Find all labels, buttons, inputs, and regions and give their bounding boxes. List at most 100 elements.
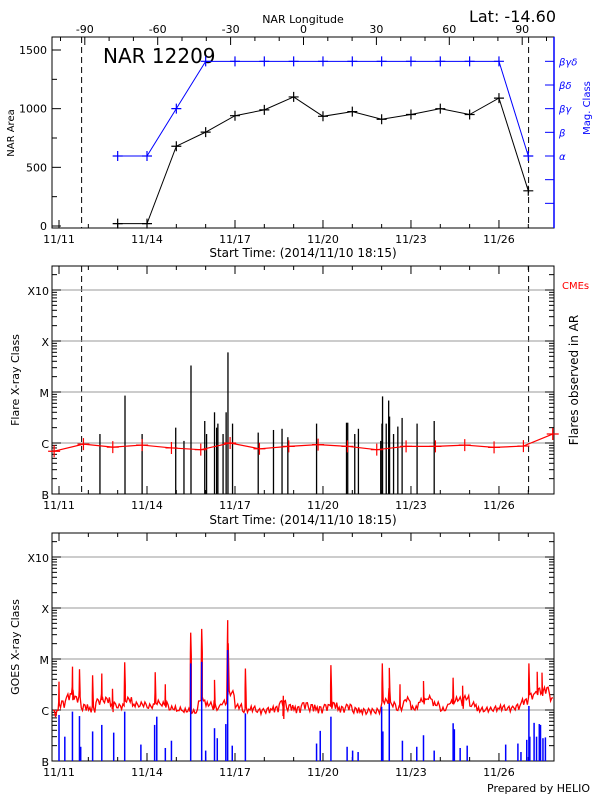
nar-area-point [405, 109, 416, 120]
mag-class-point [112, 151, 123, 161]
latitude-label: Lat: -14.60 [469, 7, 556, 26]
cme-point [106, 441, 119, 454]
mag-class-point [259, 56, 270, 67]
mag-class-tick-label: α [559, 152, 566, 163]
mag-class-point [493, 56, 504, 67]
cme-point [77, 438, 90, 451]
nar-area-point [142, 218, 152, 229]
nar-area-point [493, 93, 504, 104]
nar-area-point [112, 218, 123, 229]
cme-point [400, 440, 413, 453]
y-tick-label: B [41, 756, 49, 769]
goes-long-channel-line [53, 620, 554, 720]
nar-area-point [259, 104, 270, 115]
mag-class-tick-label: βγδ [558, 57, 577, 68]
y-tick-label: X10 [27, 285, 49, 298]
y-tick-label: X10 [27, 552, 49, 565]
x-tick-label: 11/11 [43, 499, 75, 512]
longitude-tick-label: -90 [76, 23, 94, 36]
cme-point [224, 437, 237, 449]
x-tick-label: 11/14 [131, 766, 163, 779]
y-tick-label: X [41, 336, 49, 349]
x-tick-label: 11/14 [131, 233, 163, 246]
mag-class-point [464, 56, 475, 67]
mag-class-point [229, 56, 240, 67]
x-tick-label: 11/23 [395, 766, 427, 779]
x-tick-label: 11/20 [307, 499, 339, 512]
longitude-tick-label: 0 [300, 23, 307, 36]
cme-point [458, 439, 471, 452]
y-tick-label: 500 [26, 161, 47, 174]
cme-point [48, 445, 61, 458]
mag-class-tick-label: β [558, 128, 566, 139]
longitude-tick-label: 90 [515, 23, 529, 36]
x-tick-label: 11/26 [483, 766, 515, 779]
cme-point [517, 440, 530, 453]
cme-point [282, 440, 295, 453]
mag-class-point [317, 56, 328, 67]
nar-area-point [376, 114, 387, 125]
cme-point [341, 440, 354, 453]
mag-class-point [171, 103, 182, 114]
x-tick-label: 11/26 [483, 233, 515, 246]
cme-point [312, 438, 325, 451]
nar-area-point [347, 106, 358, 117]
region-title: NAR 12209 [103, 44, 216, 68]
cme-point [194, 443, 207, 456]
nar-area-point [171, 141, 182, 152]
cme-point [488, 441, 501, 454]
y-tick-label: C [41, 705, 49, 718]
nar-area-point [464, 109, 475, 120]
mag-class-point [376, 56, 387, 67]
y-tick-label: C [41, 438, 49, 451]
x-tick-label: 11/20 [307, 766, 339, 779]
mag-class-tick-label: βδ [558, 81, 572, 92]
mag-class-point [435, 56, 446, 67]
cme-point [429, 440, 442, 453]
mag-class-point [523, 151, 534, 161]
cme-point [136, 439, 149, 452]
y-tick-label: X [41, 603, 49, 616]
longitude-tick-label: 30 [369, 23, 383, 36]
nar-area-point [229, 110, 240, 121]
panel2-y2label: Flares observed in AR [567, 315, 581, 445]
y-tick-label: 0 [40, 220, 47, 233]
credit-label: Prepared by HELIO [487, 782, 590, 795]
top-axis-title: NAR Longitude [262, 13, 344, 26]
y-tick-label: M [40, 654, 50, 667]
cme-legend-label: CMEs [562, 281, 589, 292]
y-tick-label: 1500 [19, 44, 47, 57]
panel3-frame [51, 532, 555, 762]
nar-area-point [317, 111, 328, 122]
mag-class-tick-label: βγ [558, 105, 572, 116]
nar-area-point [200, 127, 211, 138]
mag-class-point [142, 151, 152, 161]
x-tick-label: 11/14 [131, 499, 163, 512]
mag-class-point [288, 56, 299, 67]
nar-area-point [523, 185, 534, 196]
y-tick-label: M [40, 387, 50, 400]
nar-area-point [288, 91, 299, 102]
x-tick-label: 11/17 [219, 233, 251, 246]
cme-point [546, 428, 559, 441]
cme-point [370, 443, 383, 456]
x-tick-label: 11/17 [219, 766, 251, 779]
mag-class-point [405, 56, 416, 67]
longitude-tick-label: 60 [442, 23, 456, 36]
nar-area-point [435, 103, 446, 114]
panel2-frame [51, 265, 555, 495]
cme-point [165, 441, 178, 454]
panel3-ylabel: GOES X-ray Class [9, 599, 22, 695]
panel2-xlabel: Start Time: (2014/11/10 18:15) [209, 513, 396, 527]
x-tick-label: 11/26 [483, 499, 515, 512]
x-tick-label: 11/17 [219, 499, 251, 512]
y-tick-label: B [41, 489, 49, 502]
panel1-ylabel: NAR Area [6, 109, 17, 156]
cme-point [253, 442, 266, 455]
x-tick-label: 11/11 [43, 766, 75, 779]
panel1-xlabel: Start Time: (2014/11/10 18:15) [209, 246, 396, 260]
longitude-tick-label: -30 [222, 23, 240, 36]
mag-class-point [200, 56, 211, 67]
panel2-ylabel: Flare X-ray Class [9, 334, 22, 426]
